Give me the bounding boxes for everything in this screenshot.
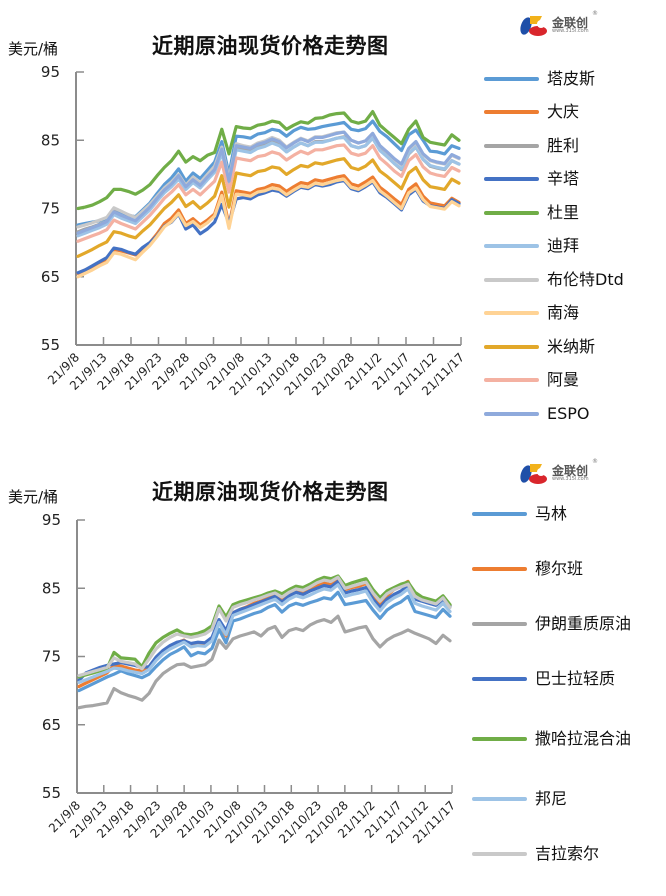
legend-swatch-icon: [484, 76, 539, 81]
legend-swatch-icon: [484, 143, 539, 148]
series-line-伊朗重质原油: [77, 614, 452, 710]
legend-label: 撒哈拉混合油: [535, 729, 632, 748]
line-chart-1: 556575859521/9/821/9/1321/9/1821/9/2321/…: [41, 63, 467, 398]
y-axis-unit-label: 美元/桶: [8, 488, 59, 506]
series-line-米纳斯: [76, 157, 461, 258]
y-tick-label: 95: [41, 63, 60, 81]
legend-swatch-icon: [484, 210, 539, 215]
y-tick-label: 55: [42, 784, 61, 802]
legend-label: 迪拜: [547, 236, 580, 256]
legend-label: 巴士拉轻质: [535, 669, 616, 688]
series-line-杜里: [76, 109, 461, 211]
legend-label: 杜里: [547, 202, 580, 222]
logo-brand-text: 金联创: [552, 464, 589, 478]
legend-label: 辛塔: [547, 169, 580, 189]
series-line-ESPO: [76, 130, 461, 235]
series-line-撒哈拉混合油: [77, 574, 452, 679]
legend-label: 阿曼: [547, 370, 580, 390]
chart-panel-2: 美元/桶 近期原油现货价格走势图 金联创 ® www.315i.com 55 65…: [0, 448, 666, 896]
series-line-马林: [77, 590, 452, 693]
y-tick-label: 95: [42, 511, 61, 529]
y-tick-label: 75: [42, 648, 61, 666]
legend-swatch-icon: [484, 311, 539, 316]
legend-swatch-icon: [472, 852, 527, 856]
y-axis-unit-label: 美元/桶: [8, 40, 59, 58]
logo-mark-icon: [520, 16, 547, 36]
legend-swatch-icon: [484, 378, 539, 383]
y-tick-label: 85: [42, 579, 61, 597]
legend-label: 塔皮斯: [547, 68, 596, 88]
legend-swatch-icon: [472, 512, 527, 516]
series-line-邦尼: [77, 583, 452, 684]
brand-logo: 金联创 ® www.315i.com: [518, 10, 608, 38]
series-line-迪拜: [76, 135, 461, 238]
legend-item: 巴士拉轻质: [472, 669, 655, 689]
legend-label: 马林: [535, 504, 568, 523]
logo-url-text: www.315i.com: [552, 28, 589, 34]
series-line-吉拉索尔: [77, 575, 452, 678]
legend-item: 辛塔: [484, 163, 624, 197]
legend-label: ESPO: [547, 403, 590, 423]
legend-label: 吉拉索尔: [535, 844, 600, 863]
legend-swatch-icon: [472, 622, 527, 626]
legend-item: 米纳斯: [484, 330, 624, 364]
logo-brand-text: 金联创: [552, 16, 589, 30]
legend-swatch-icon: [472, 567, 527, 571]
legend-item: ESPO: [484, 397, 624, 431]
legend-label: 布伦特Dtd: [547, 269, 624, 289]
legend-1: 塔皮斯大庆胜利辛塔杜里迪拜布伦特Dtd 南海米纳斯阿曼 ESPO: [484, 62, 624, 431]
legend-item: 邦尼: [472, 789, 655, 809]
legend-label: 大庆: [547, 102, 580, 122]
legend-swatch-icon: [484, 411, 539, 416]
brand-logo: 金联创 ® www.315i.com: [518, 458, 608, 486]
line-chart-2: 556575859521/9/821/9/1321/9/1821/9/2321/…: [42, 511, 458, 846]
legend-swatch-icon: [484, 244, 539, 249]
y-tick-label: 75: [41, 200, 60, 218]
series-line-南海: [76, 177, 461, 279]
logo-mark-icon: [520, 464, 547, 484]
legend-item: 马林: [472, 504, 655, 524]
legend-swatch-icon: [472, 737, 527, 741]
legend-label: 南海: [547, 303, 580, 323]
legend-item: 布伦特Dtd: [484, 263, 624, 297]
legend-item: 穆尔班: [472, 559, 655, 579]
y-tick-label: 55: [41, 336, 60, 354]
y-tick-label: 65: [41, 268, 60, 286]
legend-item: 迪拜: [484, 230, 624, 264]
logo-url-text: www.315i.com: [552, 476, 589, 482]
chart-title: 近期原油现货价格走势图: [152, 480, 389, 504]
legend-swatch-icon: [484, 110, 539, 115]
legend-label: 穆尔班: [535, 559, 584, 578]
legend-swatch-icon: [472, 797, 527, 801]
legend-swatch-icon: [484, 277, 539, 282]
legend-label: 胜利: [547, 135, 580, 155]
legend-label: 邦尼: [535, 789, 568, 808]
legend-item: 塔皮斯: [484, 62, 624, 96]
legend-label: 伊朗重质原油: [535, 614, 632, 633]
legend-item: 撒哈拉混合油: [472, 729, 655, 749]
legend-item: 胜利: [484, 129, 624, 163]
y-tick-label: 85: [41, 131, 60, 149]
logo-registered-mark: ®: [592, 458, 598, 465]
logo-registered-mark: ®: [592, 10, 598, 17]
series-line-阿曼: [76, 143, 461, 243]
chart-panel-1: 美元/桶 近期原油现货价格走势图 金联创 ® www.315i.com 55 65…: [8, 10, 624, 431]
legend-item: 大庆: [484, 96, 624, 130]
legend-item: 阿曼: [484, 364, 624, 398]
legend-swatch-icon: [472, 677, 527, 681]
legend-item: 吉拉索尔: [472, 844, 655, 864]
legend-item: 伊朗重质原油: [472, 614, 655, 634]
chart-title: 近期原油现货价格走势图: [152, 34, 389, 58]
legend-item: 杜里: [484, 196, 624, 230]
legend-label: 米纳斯: [547, 336, 596, 356]
legend-item: 南海: [484, 297, 624, 331]
y-tick-label: 65: [42, 716, 61, 734]
legend-swatch-icon: [484, 177, 539, 182]
legend-swatch-icon: [484, 344, 539, 349]
